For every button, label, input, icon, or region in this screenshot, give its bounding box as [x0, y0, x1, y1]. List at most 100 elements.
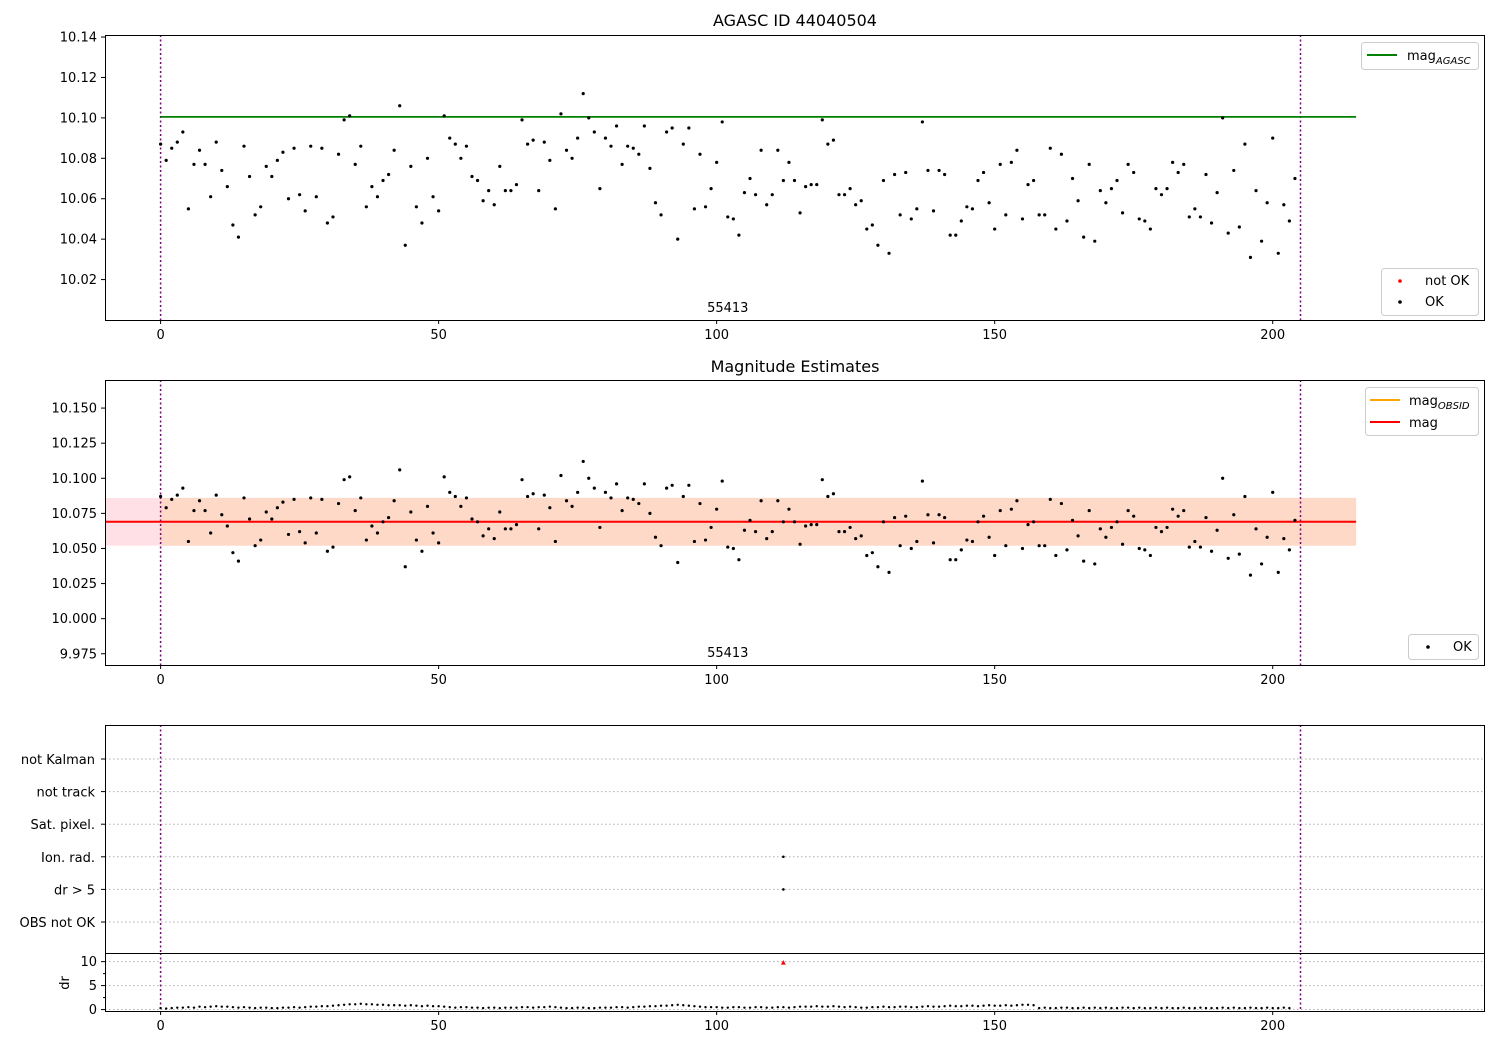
panel1-ytick-label-10.08: 10.08	[60, 152, 97, 167]
panel1-ok-point-204	[1293, 176, 1297, 181]
dr-point-181	[1165, 1006, 1169, 1009]
legend-mag-agasc-label: magAGASC	[1407, 49, 1471, 67]
dr-point-129	[876, 1005, 880, 1009]
panel2-ok-point-138	[926, 513, 930, 517]
panel1-ok-point-8	[203, 162, 207, 166]
panel1-ok-point-42	[392, 148, 396, 152]
dr-point-10	[215, 1005, 218, 1008]
dr-point-45	[409, 1004, 413, 1007]
panel2-ok-point-98	[703, 538, 708, 542]
panel1-ytick-label-10.10: 10.10	[60, 111, 97, 126]
panel2-ok-point-108	[759, 499, 763, 503]
panel1-ok-point-81	[609, 144, 613, 148]
panel1-ok-point-69	[542, 140, 546, 144]
dr-point-110	[771, 1006, 774, 1009]
panel1-ok-point-12	[225, 184, 229, 189]
panel1-ok-point-174	[1126, 162, 1130, 166]
dr-point-71	[554, 1005, 557, 1009]
panel2-ok-point-87	[642, 482, 646, 486]
dr-point-20	[270, 1006, 274, 1010]
dr-point-179	[1154, 1006, 1158, 1009]
panel1-ytick-label-10.06: 10.06	[60, 192, 97, 207]
dr-point-84	[626, 1006, 629, 1009]
dr-point-57	[476, 1006, 479, 1009]
panel1-ok-point-110	[770, 193, 774, 197]
panel1-ok-point-145	[965, 205, 969, 209]
panel2-xtick-label-50: 50	[430, 673, 447, 688]
dr-point-157	[1032, 1004, 1035, 1007]
panel1-ok-point-106	[748, 176, 752, 181]
panel2-ok-point-110	[770, 530, 774, 534]
panel1-ok-point-72	[559, 112, 563, 116]
dr-point-75	[576, 1006, 579, 1009]
panel2-ok-point-72	[559, 473, 563, 478]
panel1-ok-point-186	[1193, 207, 1197, 211]
panel2-ok-point-16	[247, 517, 252, 521]
panel2-ok-point-56	[470, 517, 474, 521]
dr-point-187	[1199, 1006, 1202, 1009]
dr-point-166	[1082, 1006, 1085, 1009]
dr-point-202	[1282, 1006, 1286, 1009]
panel2-ok-point-144	[959, 548, 963, 552]
panel1-ok-point-79	[598, 187, 602, 191]
panel2-ok-point-59	[487, 527, 491, 531]
panel1-ok-point-66	[525, 142, 530, 146]
panel2-ok-point-102	[726, 545, 730, 549]
panel1-ok-point-169	[1098, 189, 1102, 193]
dr-point-66	[526, 1005, 529, 1009]
panel2-ok-point-188	[1204, 515, 1208, 520]
panel2-ok-point-166	[1082, 559, 1086, 563]
panel1-ok-point-74	[570, 156, 574, 160]
panel1-xtick-label-150: 150	[982, 328, 1007, 343]
dr-point-46	[415, 1004, 418, 1007]
panel2-ok-point-168	[1093, 562, 1097, 566]
panel1-ok-point-1	[164, 158, 168, 162]
panel2-ok-point-104	[737, 558, 741, 562]
dr-point-87	[643, 1005, 646, 1008]
panel1-ok-point-193	[1232, 168, 1236, 173]
panel1-ok-point-126	[859, 199, 863, 203]
dr-point-34	[348, 1003, 351, 1006]
panel2-ok-point-2	[170, 497, 174, 501]
panel1-ok-point-73	[564, 148, 569, 152]
panel2-ok-point-29	[320, 497, 324, 501]
dr-point-178	[1149, 1006, 1152, 1010]
panel1-ok-point-45	[409, 164, 413, 168]
dr-point-122	[837, 1005, 841, 1008]
panel1-ok-point-95	[687, 126, 691, 130]
dr-point-72	[559, 1006, 563, 1009]
panel2-ok-point-55	[464, 496, 469, 500]
dr-point-60	[493, 1006, 496, 1009]
panel2-legend-top: magOBSID mag	[1365, 387, 1479, 436]
panel1-ok-point-164	[1070, 176, 1075, 181]
panel2-ok-point-123	[842, 530, 847, 534]
panel2-ok-point-33	[342, 478, 346, 482]
panel2-xtick-label-0: 0	[156, 673, 164, 688]
dr-point-49	[431, 1005, 435, 1008]
panel1-ok-point-5	[186, 207, 191, 211]
panel2-ok-point-109	[765, 537, 769, 541]
panel1-ok-point-71	[553, 207, 557, 211]
dr-point-70	[548, 1005, 552, 1008]
panel2-ok-point-99	[709, 525, 713, 530]
panel1-ok-point-165	[1076, 199, 1080, 203]
panel1-ok-point-189	[1209, 221, 1214, 225]
panel1-ok-point-61	[498, 164, 502, 168]
dr-point-145	[965, 1004, 969, 1007]
dr-point-172	[1115, 1006, 1119, 1010]
dr-point-142	[948, 1004, 952, 1007]
dr-point-43	[398, 1004, 401, 1007]
panel4-ytick-label-5: 5	[89, 979, 97, 994]
panel1-ok-point-34	[348, 114, 352, 118]
dr-point-176	[1138, 1006, 1141, 1009]
dr-point-147	[976, 1005, 980, 1008]
panel1-ytick-label-10.04: 10.04	[60, 233, 97, 248]
panel2-ok-point-47	[420, 549, 424, 553]
panel1-ok-point-54	[459, 156, 463, 160]
dr-point-139	[932, 1005, 935, 1008]
panel1-axes-frame	[105, 35, 1485, 321]
panel1-ok-point-2	[170, 146, 174, 150]
panel4-ytick-label-0: 0	[89, 1003, 97, 1018]
panel2-ytick-label-10.025: 10.025	[52, 577, 98, 592]
panel1-ok-point-50	[437, 209, 441, 213]
